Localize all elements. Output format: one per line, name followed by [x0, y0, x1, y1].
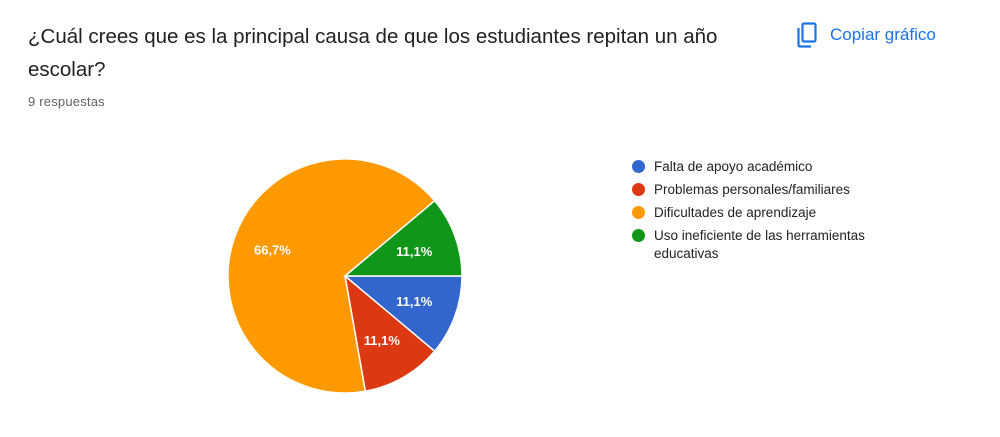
slice-label-0: 11,1%	[396, 294, 433, 309]
pie-slice-2[interactable]	[227, 158, 436, 394]
pie-slice-0[interactable]	[342, 275, 463, 353]
copy-chart-label: Copiar gráfico	[830, 25, 936, 44]
pie-slice-3[interactable]	[342, 199, 463, 277]
pie-slice-1[interactable]	[343, 274, 436, 393]
legend-dot-3	[632, 229, 645, 242]
copy-icon	[796, 22, 818, 48]
legend-dot-2	[632, 206, 645, 219]
copy-chart-button[interactable]: Copiar gráfico	[796, 20, 936, 50]
question-title: ¿Cuál crees que es la principal causa de…	[28, 25, 718, 81]
legend-label-0: Falta de apoyo académico	[654, 159, 813, 174]
chart-legend: Falta de apoyo académico Problemas person…	[632, 158, 932, 268]
response-count: 9 respuestas	[28, 94, 105, 109]
slice-label-2: 66,7%	[254, 243, 291, 258]
legend-label-1: Problemas personales/familiares	[654, 182, 850, 197]
legend-item-1[interactable]: Problemas personales/familiares	[632, 181, 932, 199]
legend-label-3: Uso ineficiente de las herramientas educ…	[654, 228, 865, 261]
legend-item-0[interactable]: Falta de apoyo académico	[632, 158, 932, 176]
legend-label-2: Dificultades de aprendizaje	[654, 205, 817, 220]
legend-item-3[interactable]: Uso ineficiente de las herramientas educ…	[632, 227, 932, 263]
slice-label-3: 11,1%	[396, 244, 433, 259]
legend-dot-0	[632, 160, 645, 173]
legend-dot-1	[632, 183, 645, 196]
slice-label-1: 11,1%	[364, 333, 401, 348]
legend-item-2[interactable]: Dificultades de aprendizaje	[632, 204, 932, 222]
